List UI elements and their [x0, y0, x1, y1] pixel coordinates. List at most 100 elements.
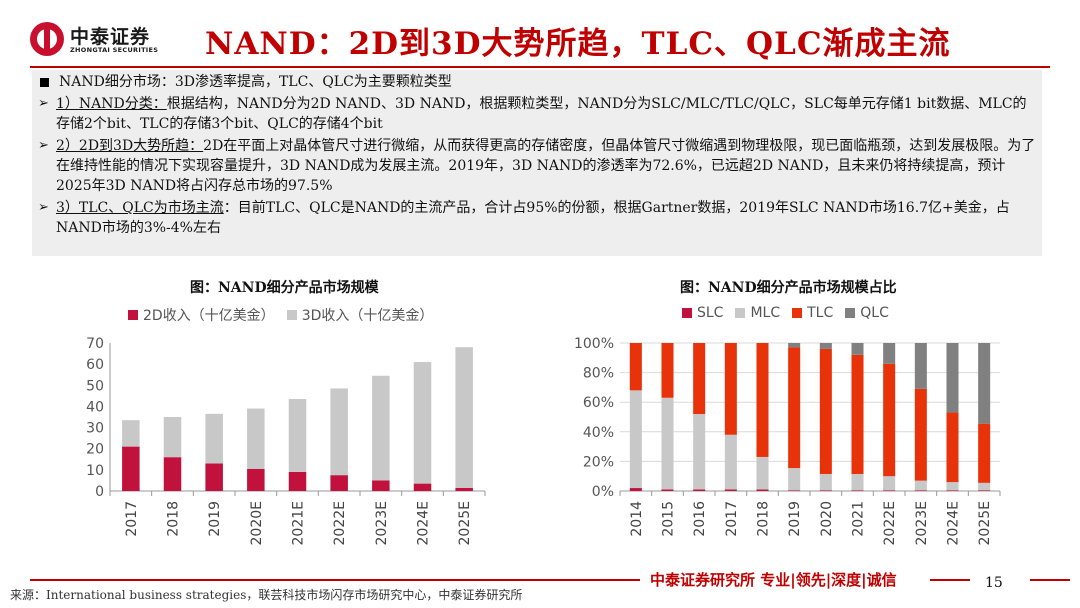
- x-tick-label: 2025E: [457, 501, 473, 545]
- summary-point-body: 1）NAND分类：根据结构，NAND分为2D NAND、3D NAND，根据颗粒…: [56, 94, 1036, 134]
- legend-label-slc: SLC: [697, 305, 724, 321]
- bar-3d-2022E: [330, 388, 348, 476]
- bar-slc-2016: [693, 489, 706, 491]
- x-tick-label: 2022E: [882, 501, 898, 545]
- legend-item-slc: SLC: [682, 305, 723, 321]
- summary-point-body: 2）2D到3D大势所趋：2D在平面上对晶体管尺寸进行微缩，从而获得更高的存储密度…: [56, 136, 1036, 196]
- x-tick-label: 2017: [724, 501, 740, 537]
- y-tick-label: 60%: [583, 395, 614, 411]
- y-tick-label: 30: [86, 421, 104, 437]
- page-number: 15: [985, 575, 1003, 591]
- bar-tlc-2015: [661, 343, 674, 398]
- x-tick-label: 2017: [124, 501, 140, 537]
- legend-item-3d: 3D收入（十亿美金）: [286, 305, 434, 325]
- x-tick-label: 2024E: [946, 501, 962, 545]
- company-logo: 中泰证券 ZHONGTAI SECURITIES: [30, 20, 180, 60]
- y-tick-label: 50: [86, 378, 104, 394]
- legend-item-2d: 2D收入（十亿美金）: [128, 305, 275, 325]
- y-tick-label: 40%: [583, 425, 614, 441]
- summary-point-text: ：目前TLC、QLC是NAND的主流产品，合计占95%的份额，根据Gartner…: [56, 200, 1010, 236]
- x-tick-label: 2023E: [914, 501, 930, 545]
- x-tick-label: 2021: [851, 501, 867, 537]
- left-stacked-bar-chart: 0 10 20 30 40 50 60 70 2017 2018 2019 2020E 2021E 202…: [86, 336, 486, 545]
- bar-2d-2018: [163, 457, 182, 491]
- y-tick-label: 40: [86, 399, 104, 415]
- x-tick-label: 2018: [166, 501, 182, 537]
- summary-point: ➢ 1）NAND分类：根据结构，NAND分为2D NAND、3D NAND，根据…: [38, 94, 1036, 134]
- x-tick-label: 2020: [819, 501, 835, 537]
- bar-slc-2018: [756, 489, 769, 491]
- bar-mlc-2018: [756, 456, 769, 490]
- bar-slc-2022E: [883, 490, 896, 491]
- title-divider: [30, 66, 1050, 68]
- bar-mlc-2021: [851, 473, 864, 491]
- bar-tlc-2020: [819, 348, 832, 474]
- legend-item-qlc: QLC: [845, 305, 889, 321]
- logo-emblem-icon: [30, 22, 64, 56]
- source-note: 来源：International business strategies，联芸科…: [10, 588, 523, 602]
- bar-qlc-2023E: [914, 343, 927, 389]
- square-bullet-icon: [40, 78, 49, 87]
- bar-2d-2017: [122, 446, 140, 491]
- slide-title: NAND：2D到3D大势所趋，TLC、QLC渐成主流: [205, 26, 951, 62]
- bar-mlc-2017: [724, 434, 737, 490]
- logo-chinese-name: 中泰证券: [70, 26, 151, 48]
- summary-lead-text: NAND细分市场：3D渗透率提高，TLC、QLC为主要颗粒类型: [59, 74, 452, 90]
- legend-label-qlc: QLC: [860, 305, 889, 321]
- right-chart-legend: SLC MLC TLC QLC: [682, 305, 901, 321]
- bar-3d-2020E: [247, 408, 265, 469]
- bar-mlc-2014: [629, 390, 642, 489]
- y-tick-label: 0: [95, 484, 104, 500]
- bar-qlc-2022E: [883, 343, 896, 364]
- summary-lead: NAND细分市场：3D渗透率提高，TLC、QLC为主要颗粒类型: [38, 72, 1036, 92]
- x-tick-label: 2019: [787, 501, 803, 537]
- x-tick-label: 2022E: [332, 501, 348, 545]
- bar-slc-2025E: [978, 490, 991, 491]
- bar-tlc-2023E: [914, 388, 927, 481]
- bar-mlc-2022E: [883, 476, 896, 491]
- y-tick-label: 70: [86, 336, 104, 352]
- arrow-bullet-icon: ➢: [38, 96, 49, 111]
- x-tick-label: 2016: [692, 501, 708, 537]
- footer-divider-short: [930, 579, 970, 581]
- legend-item-tlc: TLC: [792, 305, 833, 321]
- x-tick-label: 2024E: [416, 501, 432, 545]
- legend-swatch-tlc-icon: [792, 308, 803, 318]
- bar-mlc-2020: [819, 473, 832, 491]
- bar-slc-2020: [819, 490, 832, 491]
- legend-label-3d: 3D收入（十亿美金）: [301, 308, 434, 324]
- right-percent-stacked-bar-chart: 0% 20% 40% 60% 80% 100% 2014 2015 2016 2017 2018 20…: [574, 336, 1001, 545]
- x-tick-label: 2023E: [374, 501, 390, 545]
- bar-3d-2017: [122, 420, 140, 447]
- x-tick-label: 2025E: [977, 501, 993, 545]
- legend-swatch-qlc-icon: [845, 308, 856, 318]
- bar-2d-2023E: [372, 480, 390, 491]
- legend-swatch-mlc-icon: [735, 308, 746, 318]
- bar-tlc-2014: [629, 343, 642, 391]
- y-tick-label: 20: [86, 442, 104, 458]
- summary-point: ➢ 3）TLC、QLC为市场主流：目前TLC、QLC是NAND的主流产品，合计占…: [38, 198, 1036, 238]
- x-tick-label: 2018: [756, 501, 772, 537]
- bar-3d-2024E: [413, 362, 432, 484]
- summary-point-heading: 2）2D到3D大势所趋：: [56, 138, 204, 154]
- bar-mlc-2016: [693, 414, 706, 490]
- legend-label-2d: 2D收入（十亿美金）: [143, 308, 275, 324]
- footer-divider: [30, 579, 640, 581]
- right-chart-title: 图：NAND细分产品市场规模占比: [680, 280, 897, 296]
- legend-swatch-slc-icon: [682, 308, 692, 318]
- left-chart-legend: 2D收入（十亿美金） 3D收入（十亿美金）: [128, 305, 445, 325]
- legend-swatch-2d-icon: [128, 310, 138, 320]
- bar-tlc-2022E: [883, 363, 896, 477]
- y-tick-label: 0%: [592, 484, 614, 500]
- bar-qlc-2019: [788, 343, 801, 348]
- bar-slc-2014: [629, 488, 642, 491]
- bar-3d-2021E: [288, 399, 307, 472]
- bar-tlc-2025E: [978, 423, 991, 483]
- summary-point-body: 3）TLC、QLC为市场主流：目前TLC、QLC是NAND的主流产品，合计占95…: [56, 198, 1036, 238]
- bar-tlc-2024E: [946, 412, 959, 483]
- bar-tlc-2016: [693, 343, 706, 415]
- bar-slc-2024E: [946, 490, 959, 491]
- left-chart-title: 图：NAND细分产品市场规模: [190, 280, 379, 296]
- bar-qlc-2021: [851, 343, 864, 355]
- y-tick-label: 60: [86, 357, 104, 373]
